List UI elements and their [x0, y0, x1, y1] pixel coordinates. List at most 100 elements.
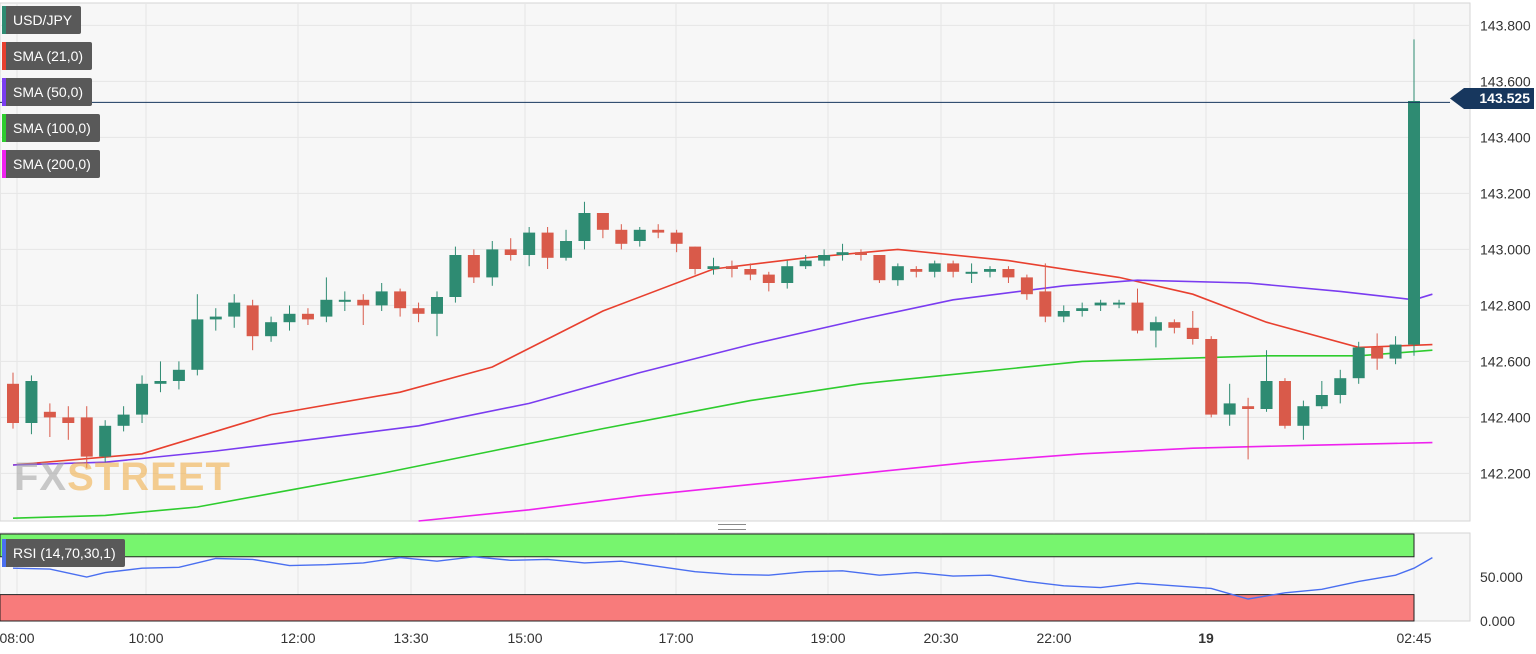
candle-body — [670, 232, 683, 244]
legend-sma-21-label: SMA (21,0) — [13, 48, 84, 64]
candle-body — [1408, 101, 1420, 345]
candle-body — [873, 255, 886, 281]
x-tick-label: 19 — [1198, 630, 1214, 646]
candle-body — [910, 269, 923, 272]
legend-swatch-icon — [2, 114, 6, 142]
price-pane — [0, 2, 1471, 522]
legend-sma-100-label: SMA (100,0) — [13, 120, 91, 136]
rsi-line — [12, 556, 1433, 600]
candle-body — [265, 322, 278, 337]
candle-body — [984, 269, 997, 272]
rsi-overbought-zone — [0, 533, 1415, 558]
candle-body — [762, 274, 775, 283]
candle-body — [62, 417, 75, 423]
candle-body — [596, 213, 609, 230]
candle-body — [1242, 406, 1255, 409]
candle-body — [43, 411, 56, 418]
candle-body — [1352, 347, 1365, 379]
candle-body — [80, 417, 93, 457]
x-tick-label: 02:45 — [1396, 630, 1431, 646]
candle-body — [172, 369, 185, 381]
legend-swatch-icon — [2, 150, 6, 178]
candle-body — [430, 297, 443, 314]
candle-body — [486, 249, 499, 278]
candle-body — [154, 381, 167, 384]
candle-body — [246, 305, 259, 337]
candle-body — [412, 308, 425, 314]
x-tick-label: 19:00 — [810, 630, 845, 646]
candle-body — [1057, 311, 1070, 317]
candle-body — [1315, 395, 1328, 407]
candle-body — [209, 316, 222, 320]
x-tick-label: 12:00 — [280, 630, 315, 646]
legend-swatch-icon — [2, 539, 6, 567]
candle-body — [320, 299, 333, 317]
candle-body — [228, 302, 241, 317]
candle-body — [504, 249, 517, 255]
y-tick-label: 143.600 — [1480, 73, 1531, 89]
legend-sma-100[interactable]: SMA (100,0) — [2, 114, 100, 142]
candle-body — [375, 291, 388, 306]
candle-body — [560, 241, 573, 258]
legend-symbol[interactable]: USD/JPY — [2, 6, 82, 34]
x-tick-label: 20:30 — [923, 630, 958, 646]
legend-swatch-icon — [2, 42, 6, 70]
candle-body — [1002, 269, 1015, 278]
candle-body — [523, 232, 536, 255]
y-tick-label: 142.800 — [1480, 297, 1531, 313]
candle-body — [1168, 322, 1181, 328]
candle-body — [191, 319, 204, 370]
candle-body — [7, 383, 19, 423]
candle-body — [891, 266, 904, 281]
legend-swatch-icon — [2, 78, 6, 106]
legend-sma-200[interactable]: SMA (200,0) — [2, 150, 100, 178]
candle-body — [633, 229, 646, 241]
candle-body — [25, 381, 38, 423]
candle-body — [707, 266, 720, 269]
y-tick-label: 142.400 — [1480, 409, 1531, 425]
candle-body — [781, 266, 794, 283]
candle-body — [1076, 308, 1089, 311]
x-tick-label: 22:00 — [1036, 630, 1071, 646]
sma-line-500 — [12, 279, 1433, 466]
candle-body — [836, 252, 849, 255]
legend-sma-50[interactable]: SMA (50,0) — [2, 78, 93, 106]
candle-body — [947, 263, 960, 272]
y-tick-label: 143.000 — [1480, 241, 1531, 257]
candle-body — [357, 299, 370, 306]
sma-line-1000 — [12, 349, 1433, 519]
candle-body — [136, 383, 149, 415]
candle-body — [99, 425, 112, 457]
candle-body — [301, 313, 314, 320]
y-tick-label: 142.200 — [1480, 465, 1531, 481]
candle-body — [854, 252, 867, 255]
candle-body — [1131, 302, 1144, 331]
candle-body — [652, 229, 665, 233]
candle-body — [1260, 381, 1273, 409]
legend-symbol-label: USD/JPY — [13, 12, 73, 28]
rsi-oversold-zone — [0, 594, 1415, 622]
candle-body — [689, 246, 702, 269]
candle-body — [394, 291, 407, 309]
candle-body — [1389, 344, 1402, 359]
pane-resize-handle-icon[interactable] — [718, 524, 746, 530]
candle-body — [1334, 378, 1347, 395]
legend-sma-21[interactable]: SMA (21,0) — [2, 42, 93, 70]
candle-body — [928, 263, 941, 272]
x-tick-label: 15:00 — [507, 630, 542, 646]
x-tick-label: 17:00 — [658, 630, 693, 646]
candle-body — [799, 260, 812, 267]
candle-body — [1113, 302, 1126, 305]
legend-rsi[interactable]: RSI (14,70,30,1) — [2, 539, 125, 567]
candle-body — [744, 269, 757, 275]
candle-body — [449, 255, 462, 297]
candle-body — [1205, 339, 1218, 415]
candle-body — [1039, 291, 1052, 317]
x-tick-label: 13:30 — [393, 630, 428, 646]
y-tick-label: 143.800 — [1480, 17, 1531, 33]
candle-body — [965, 271, 978, 274]
x-tick-label: 10:00 — [128, 630, 163, 646]
rsi-tick-label: 50.000 — [1480, 569, 1523, 585]
candle-body — [615, 229, 628, 244]
